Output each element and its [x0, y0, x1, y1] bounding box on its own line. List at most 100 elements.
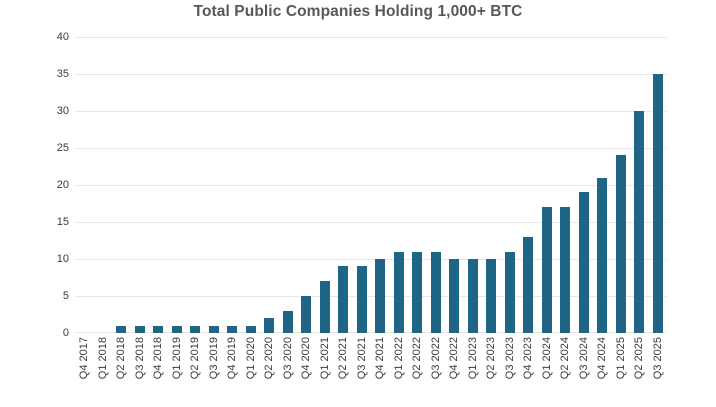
bar: [523, 236, 534, 333]
y-axis-tick-label: 15: [56, 216, 69, 228]
x-axis-tick-label: Q4 2020: [300, 337, 313, 380]
bar: [449, 259, 460, 333]
x-slot: Q2 2025: [630, 337, 649, 407]
x-axis-tick-label: Q3 2023: [503, 337, 516, 380]
bar: [578, 192, 589, 333]
x-slot: Q1 2022: [390, 337, 409, 407]
x-axis-tick-label: Q4 2022: [448, 337, 461, 380]
gridline: [75, 148, 667, 149]
bar: [319, 281, 330, 333]
x-axis-tick-label: Q4 2023: [522, 337, 535, 380]
bar: [504, 251, 515, 333]
bar: [615, 155, 626, 333]
y-axis-tick-label: 40: [56, 31, 69, 43]
x-axis-tick-label: Q2 2025: [633, 337, 646, 380]
x-slot: Q1 2018: [94, 337, 113, 407]
bar: [116, 325, 127, 333]
bar: [301, 296, 312, 333]
bar-slot: [464, 37, 483, 333]
bar-slot: [593, 37, 612, 333]
bar: [430, 251, 441, 333]
bar: [153, 325, 164, 333]
x-slot: Q4 2022: [445, 337, 464, 407]
bar: [541, 207, 552, 333]
bar-slot: [538, 37, 557, 333]
y-axis-tick-label: 35: [56, 68, 69, 80]
x-axis-tick-label: Q3 2019: [207, 337, 220, 380]
bar: [652, 74, 663, 333]
x-axis-tick-label: Q3 2022: [429, 337, 442, 380]
y-axis-tick-label: 25: [56, 142, 69, 154]
x-slot: Q2 2020: [260, 337, 279, 407]
x-axis-tick-label: Q2 2018: [115, 337, 128, 380]
gridline: [75, 332, 667, 333]
gridline: [75, 296, 667, 297]
bar-slot: [630, 37, 649, 333]
bar-slot: [501, 37, 520, 333]
x-axis-tick-label: Q4 2018: [152, 337, 165, 380]
bar: [134, 325, 145, 333]
x-slot: Q4 2023: [519, 337, 538, 407]
y-axis-tick-label: 0: [62, 327, 69, 339]
y-axis-tick-label: 30: [56, 105, 69, 117]
x-axis-tick-label: Q3 2021: [355, 337, 368, 380]
bar-slot: [390, 37, 409, 333]
x-slot: Q2 2024: [556, 337, 575, 407]
x-slot: Q4 2021: [371, 337, 390, 407]
y-axis-tick-label: 20: [56, 179, 69, 191]
bar-slot: [223, 37, 242, 333]
bar: [412, 251, 423, 333]
bar-slot: [112, 37, 131, 333]
bar: [393, 251, 404, 333]
bar-slot: [242, 37, 261, 333]
x-axis-tick-label: Q2 2020: [263, 337, 276, 380]
bar-slot: [612, 37, 631, 333]
x-slot: Q2 2018: [112, 337, 131, 407]
gridline: [75, 74, 667, 75]
x-axis-tick-label: Q2 2023: [485, 337, 498, 380]
bar: [356, 266, 367, 333]
plot-area: 0 5 10 15 20 25 30 35 40: [57, 31, 667, 339]
bar: [208, 325, 219, 333]
bar-slot: [316, 37, 335, 333]
gridline: [75, 185, 667, 186]
y-axis-tick-label: 10: [56, 253, 69, 265]
x-axis-tick-label: Q1 2020: [244, 337, 257, 380]
x-axis-tick-label: Q3 2018: [133, 337, 146, 380]
x-axis-tick-label: Q4 2024: [596, 337, 609, 380]
bar-slot: [575, 37, 594, 333]
bar: [486, 259, 497, 333]
x-slot: Q1 2021: [316, 337, 335, 407]
bar: [245, 325, 256, 333]
bar-slot: [408, 37, 427, 333]
x-axis-labels: Q4 2017 Q1 2018 Q2 2018 Q3 2018 Q4 2018 Q1 20…: [75, 337, 667, 407]
bar: [467, 259, 478, 333]
x-slot: Q4 2017: [75, 337, 94, 407]
bar-slot: [94, 37, 113, 333]
x-slot: Q1 2019: [168, 337, 187, 407]
bar-slot: [131, 37, 150, 333]
bar: [338, 266, 349, 333]
x-slot: Q4 2020: [297, 337, 316, 407]
x-axis-tick-label: Q1 2025: [614, 337, 627, 380]
bar-slot: [427, 37, 446, 333]
bar: [171, 325, 182, 333]
x-axis-tick-label: Q4 2017: [78, 337, 91, 380]
x-slot: Q4 2024: [593, 337, 612, 407]
bar-slot: [75, 37, 94, 333]
x-slot: Q1 2024: [538, 337, 557, 407]
x-slot: Q3 2023: [501, 337, 520, 407]
bar-slot: [519, 37, 538, 333]
x-slot: Q4 2018: [149, 337, 168, 407]
x-axis-tick-label: Q2 2024: [559, 337, 572, 380]
bar: [190, 325, 201, 333]
x-slot: Q3 2024: [575, 337, 594, 407]
bar-slot: [279, 37, 298, 333]
x-axis-tick-label: Q2 2022: [411, 337, 424, 380]
x-slot: Q1 2023: [464, 337, 483, 407]
x-axis-tick-label: Q1 2022: [392, 337, 405, 380]
x-slot: Q3 2019: [205, 337, 224, 407]
gridline: [75, 111, 667, 112]
x-axis-tick-label: Q1 2019: [170, 337, 183, 380]
x-slot: Q2 2022: [408, 337, 427, 407]
